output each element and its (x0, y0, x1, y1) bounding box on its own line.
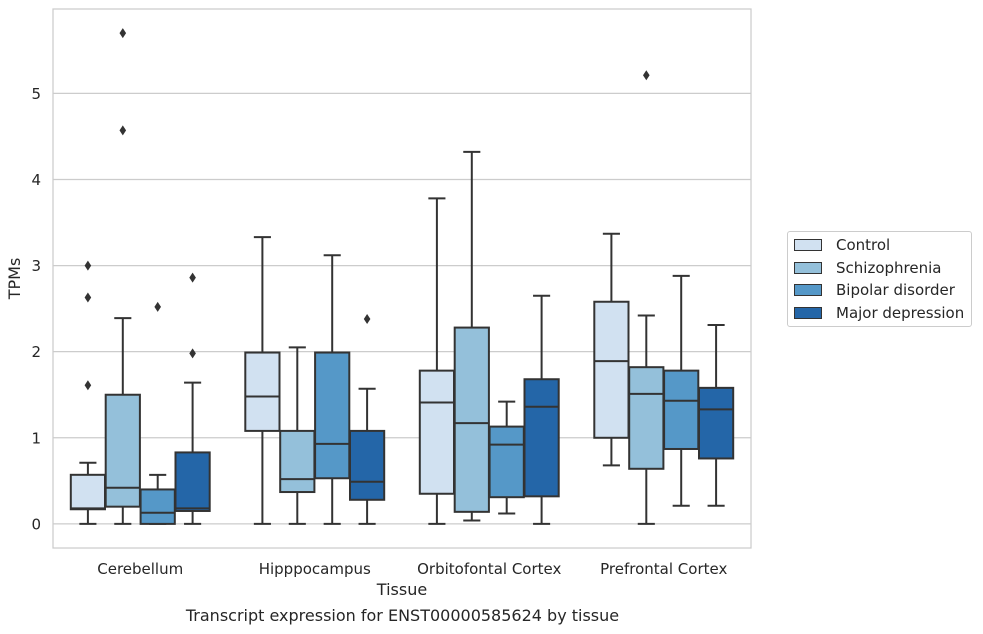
gridlines (53, 92, 751, 525)
y-axis-ticks: 0 1 2 3 4 5 (31, 85, 41, 534)
figure-caption: Transcript expression for ENST0000058562… (185, 606, 620, 625)
outlier-point (189, 272, 196, 283)
box-iqr (418, 369, 456, 495)
box-iqr (279, 429, 316, 494)
legend-label-major-depression: Major depression (836, 304, 965, 322)
box-iqr (663, 369, 700, 450)
legend-swatch-bipolar-disorder (794, 284, 822, 296)
box-iqr (348, 429, 386, 501)
box-2-3 (523, 294, 560, 525)
box-1-2 (314, 254, 351, 525)
box-iqr (104, 393, 141, 508)
outlier-point (119, 125, 127, 136)
box-iqr (174, 451, 211, 512)
outlier-point (84, 292, 92, 303)
y-tick-label: 5 (31, 85, 41, 103)
x-axis-label: Tissue (376, 580, 427, 599)
box-iqr (697, 386, 735, 460)
y-tick-label: 1 (31, 429, 41, 447)
x-tick-label: Hipppocampus (259, 560, 371, 578)
box-iqr (314, 351, 351, 480)
outlier-point (84, 380, 92, 391)
legend-label-schizophrenia: Schizophrenia (836, 259, 942, 277)
box-iqr (139, 488, 176, 525)
legend-item-control: Control (794, 235, 890, 255)
box-iqr (488, 425, 525, 499)
box-3-0 (593, 232, 630, 467)
y-axis-label: TPMs (5, 258, 24, 301)
box-1-0 (244, 236, 281, 525)
box-iqr (523, 378, 560, 498)
box-0-0 (69, 260, 107, 525)
legend-label-control: Control (836, 236, 891, 254)
box-3-1 (628, 70, 665, 525)
box-1-3 (348, 313, 386, 525)
outlier-point (84, 260, 92, 271)
box-0-3 (174, 272, 211, 525)
legend-swatch-schizophrenia (794, 262, 822, 274)
box-0-1 (104, 28, 141, 525)
box-iqr (244, 351, 281, 432)
y-tick-label: 3 (31, 257, 41, 275)
y-tick-label: 0 (31, 515, 41, 533)
box-iqr (453, 326, 490, 513)
boxes (69, 28, 735, 525)
box-iqr (593, 300, 630, 439)
box-3-2 (663, 274, 700, 507)
legend-swatch-control (794, 239, 822, 251)
x-axis-ticks: Cerebellum Hipppocampus Orbitofontal Corte… (97, 560, 727, 578)
x-tick-label: Prefrontal Cortex (600, 560, 727, 578)
box-1-1 (279, 346, 316, 525)
box-0-2 (139, 301, 176, 525)
legend-item-major-depression: Major depression (794, 303, 964, 323)
legend-item-bipolar-disorder: Bipolar disorder (794, 280, 955, 300)
plot-frame (52, 8, 752, 549)
box-2-1 (453, 150, 490, 522)
y-tick-label: 4 (31, 171, 41, 189)
box-3-3 (697, 323, 735, 507)
x-tick-label: Cerebellum (97, 560, 183, 578)
outlier-point (189, 348, 196, 359)
box-2-2 (488, 400, 525, 515)
box-2-0 (418, 197, 456, 525)
x-tick-label: Orbitofontal Cortex (417, 560, 561, 578)
outlier-point (119, 28, 127, 39)
outlier-point (154, 301, 161, 312)
box-iqr (69, 473, 107, 511)
legend-label-bipolar-disorder: Bipolar disorder (836, 281, 955, 299)
outlier-point (643, 70, 650, 81)
y-tick-label: 2 (31, 343, 41, 361)
box-iqr (628, 366, 665, 470)
legend-swatch-major-depression (794, 307, 822, 319)
legend-item-schizophrenia: Schizophrenia (794, 258, 941, 278)
legend: Control Schizophrenia Bipolar disorder M… (787, 231, 972, 327)
outlier-point (363, 313, 371, 324)
